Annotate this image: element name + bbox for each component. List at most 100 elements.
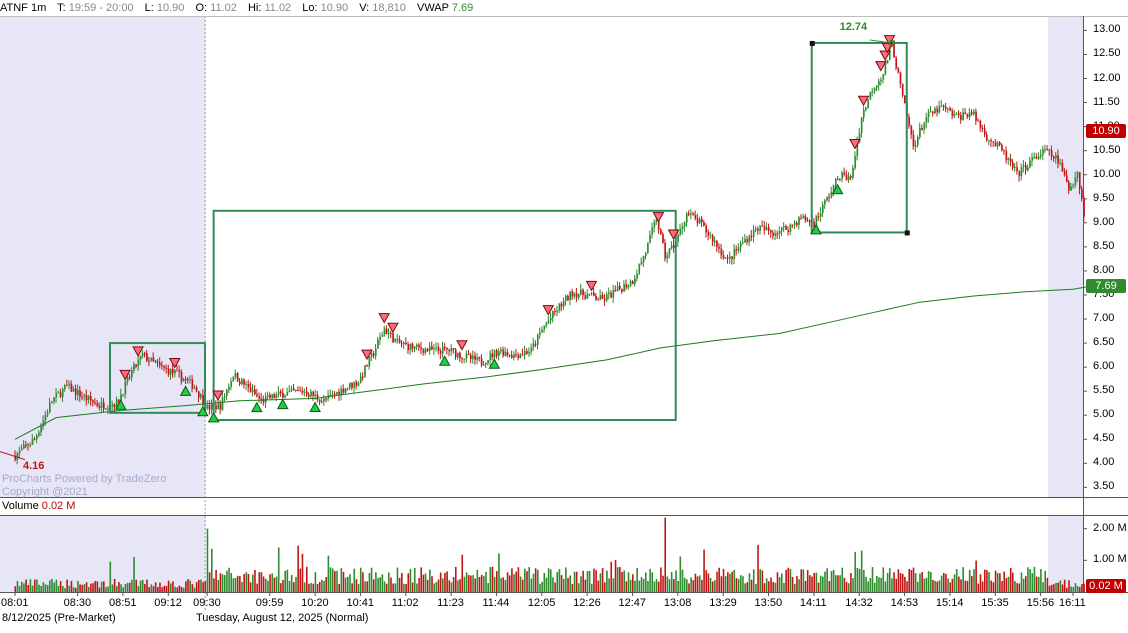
volume-bar	[131, 579, 133, 592]
candle-body	[625, 284, 628, 288]
time-tick-label: 15:14	[935, 597, 964, 609]
candle-body	[338, 391, 340, 396]
volume-bar	[588, 571, 591, 592]
volume-bar	[1035, 576, 1038, 592]
candle-body	[1020, 167, 1023, 177]
candle-body	[27, 444, 30, 446]
candle-body	[400, 343, 403, 345]
volume-bar	[960, 579, 962, 592]
candle-body	[195, 387, 198, 392]
time-tick-label: 09:12	[154, 597, 182, 609]
candle-body	[165, 367, 168, 369]
candle-body	[986, 134, 988, 141]
volume-bar	[774, 582, 777, 592]
volume-bar	[502, 577, 505, 592]
volume-bar	[813, 572, 815, 592]
candle-body	[798, 217, 800, 225]
volume-bar	[573, 571, 576, 592]
candle-body	[584, 295, 587, 299]
candle-body	[679, 228, 682, 235]
volume-bar	[429, 569, 431, 592]
candle-body	[321, 400, 323, 403]
volume-bar	[191, 584, 194, 592]
candle-body	[539, 332, 541, 335]
volume-bar	[243, 574, 245, 592]
high-pointer	[869, 39, 892, 44]
volume-bar	[958, 576, 960, 592]
volume-bar	[1044, 570, 1047, 592]
candle-body	[547, 320, 550, 323]
buy-marker	[810, 223, 822, 235]
candle-body	[81, 396, 84, 398]
candle-body	[493, 350, 496, 358]
buy-marker	[831, 183, 844, 195]
volume-bar	[504, 579, 507, 592]
volume-bar	[366, 581, 369, 592]
candle-body	[310, 391, 312, 397]
volume-bar	[323, 580, 325, 592]
candle-body	[942, 105, 945, 108]
buy-marker	[309, 401, 321, 413]
volume-bar	[491, 566, 494, 592]
candle-body	[830, 191, 833, 198]
candle-body	[1016, 167, 1018, 172]
candle-body	[83, 395, 86, 397]
high-label: Hi:	[247, 2, 262, 14]
volume-bar	[1016, 583, 1018, 592]
volume-bar	[688, 583, 690, 592]
candle-body	[899, 72, 902, 84]
volume-bar	[834, 575, 837, 592]
candle-body	[185, 379, 187, 381]
candle-body	[1078, 172, 1081, 190]
candle-body	[411, 343, 414, 349]
candle-body	[305, 391, 308, 395]
candle-body	[832, 185, 835, 192]
volume-bar	[195, 582, 198, 592]
candle-body	[571, 291, 574, 297]
candle-body	[1040, 154, 1042, 157]
candle-body	[372, 353, 375, 356]
chart-header: ATNF 1m T: 19:59 - 20:00 L: 10.90 O: 11.…	[0, 0, 1128, 16]
volume-bar	[977, 583, 980, 592]
candle-body	[180, 372, 183, 382]
candle-body	[193, 387, 196, 389]
volume-bar	[388, 572, 390, 592]
candle-body	[662, 234, 664, 243]
volume-bar	[649, 568, 651, 592]
volume-bar	[277, 547, 280, 592]
candle-body	[159, 362, 161, 366]
candle-body	[670, 245, 673, 249]
candle-body	[897, 68, 900, 73]
candle-body	[994, 142, 997, 147]
volume-bar	[288, 580, 291, 592]
candle-body	[567, 295, 569, 301]
candle-body	[249, 387, 252, 393]
candle-body	[878, 81, 880, 86]
candle-body	[966, 113, 969, 118]
volume-bar	[42, 582, 45, 592]
volume-bar	[18, 585, 21, 592]
volume-bar	[1068, 580, 1070, 592]
candle-body	[595, 295, 597, 300]
volume-bar	[759, 569, 762, 592]
candle-body	[271, 394, 274, 399]
volume-bar	[1024, 576, 1027, 592]
candle-body	[1022, 165, 1025, 168]
volume-bar	[854, 551, 857, 592]
volume-bar	[1012, 572, 1014, 592]
volume-bar	[174, 586, 176, 592]
volume-bar	[746, 582, 749, 592]
candle-body	[901, 83, 904, 96]
candle-body	[996, 142, 999, 147]
volume-bar	[940, 575, 943, 592]
candle-body	[264, 396, 267, 403]
candle-body	[593, 292, 595, 296]
volume-bar	[303, 582, 306, 592]
candle-body	[783, 226, 785, 228]
candle-body	[945, 107, 947, 110]
time-tick-label: 12:05	[527, 597, 556, 609]
candle-body	[297, 389, 299, 391]
candle-body	[690, 213, 692, 215]
volume-bar	[450, 582, 453, 592]
